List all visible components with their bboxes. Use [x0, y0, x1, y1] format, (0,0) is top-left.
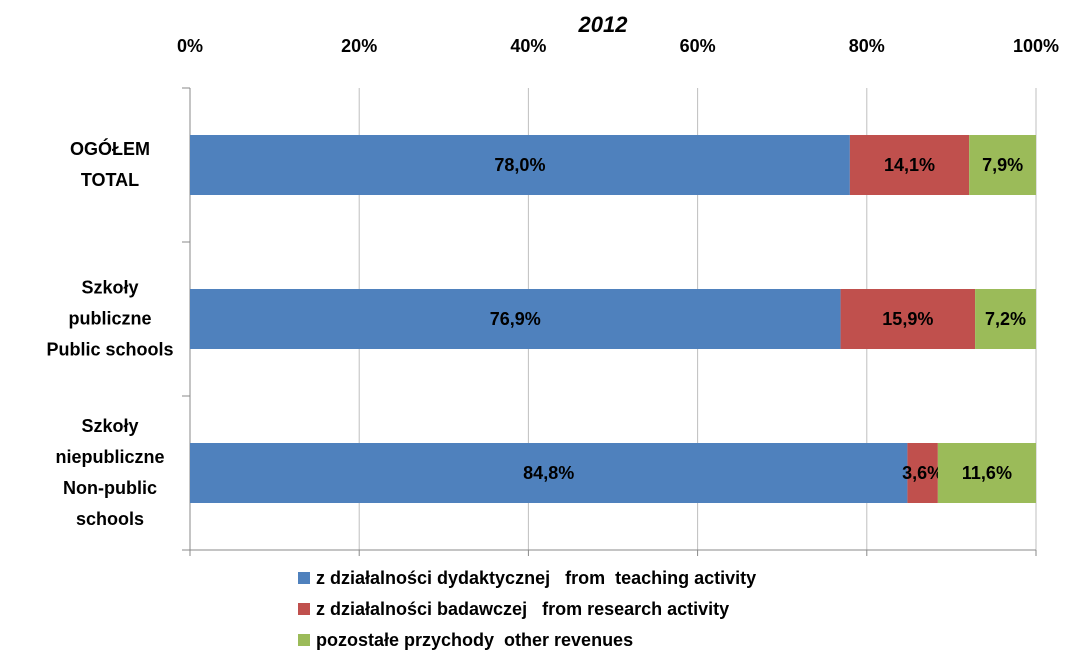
bar-segment: [190, 443, 908, 503]
x-tick-label: 20%: [341, 36, 377, 56]
x-tick-label: 40%: [510, 36, 546, 56]
data-label: 11,6%: [962, 463, 1012, 483]
y-tick-label: OGÓŁEM TOTAL: [70, 139, 150, 190]
bar-segment: [907, 443, 938, 503]
x-tick-label: 60%: [680, 36, 716, 56]
data-label: 76,9%: [490, 309, 541, 329]
y-tick-label: Szkoły publiczne Public schools: [46, 277, 174, 360]
data-label: 15,9%: [882, 309, 933, 329]
bar-segment: [975, 289, 1036, 349]
chart-title: 2012: [578, 12, 629, 37]
x-tick-label: 100%: [1013, 36, 1059, 56]
legend-swatch: [298, 634, 310, 646]
legend-swatch: [298, 572, 310, 584]
legend-label: z działalności dydaktycznej from teachin…: [316, 568, 756, 588]
bar-segment: [840, 289, 976, 349]
legend-label: z działalności badawczej from research a…: [316, 599, 729, 619]
data-label: 7,2%: [985, 309, 1026, 329]
x-tick-label: 80%: [849, 36, 885, 56]
bar-segment: [969, 135, 1036, 195]
bar-segment: [190, 135, 850, 195]
legend-label: pozostałe przychody other revenues: [316, 630, 633, 650]
data-label: 14,1%: [884, 155, 935, 175]
data-label: 78,0%: [494, 155, 545, 175]
data-label: 84,8%: [523, 463, 574, 483]
bar-segment: [937, 443, 1036, 503]
bar-segment: [849, 135, 970, 195]
bar-segment: [190, 289, 841, 349]
data-label: 7,9%: [982, 155, 1023, 175]
data-label: 3,6%: [902, 463, 943, 483]
x-tick-label: 0%: [177, 36, 203, 56]
y-tick-label: Szkoły niepubliczne Non-public schools: [55, 416, 165, 529]
legend-swatch: [298, 603, 310, 615]
